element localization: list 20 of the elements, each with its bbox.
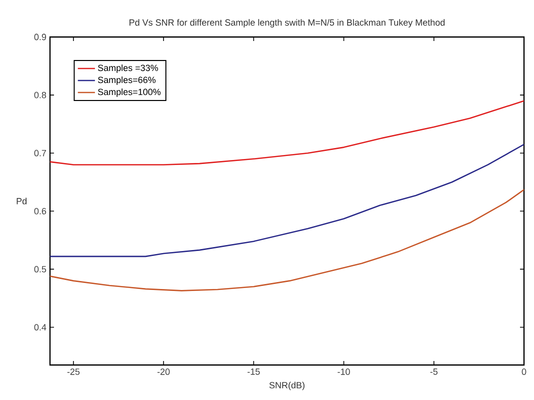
y-tick-label: 0.9 (34, 34, 46, 40)
x-tick-label: -25 (67, 368, 80, 375)
y-tick-label: 0.5 (34, 266, 46, 272)
legend-label: Samples=100% (98, 88, 161, 97)
line-series (50, 144, 524, 258)
y-tick-label: 0.4 (34, 324, 46, 330)
y-tick-label: 0.7 (34, 150, 46, 156)
line-series (50, 100, 524, 166)
y-tick-label: 0.6 (34, 208, 46, 214)
legend-label: Samples=66% (98, 76, 156, 85)
x-tick-label: 0 (522, 368, 526, 375)
x-tick-label: -5 (430, 368, 438, 375)
chart-title: Pd Vs SNR for different Sample length swith M=N/5 in Blackman Tukey Method (130, 19, 445, 28)
x-tick-label: -20 (157, 368, 170, 375)
x-axis-title: SNR(dB) (269, 382, 304, 390)
y-axis-title: Pd (16, 198, 27, 204)
legend-label: Samples =33% (98, 64, 158, 73)
x-tick-label: -10 (338, 368, 350, 375)
y-tick-label: 0.8 (34, 92, 46, 98)
x-tick-label: -15 (248, 368, 260, 375)
